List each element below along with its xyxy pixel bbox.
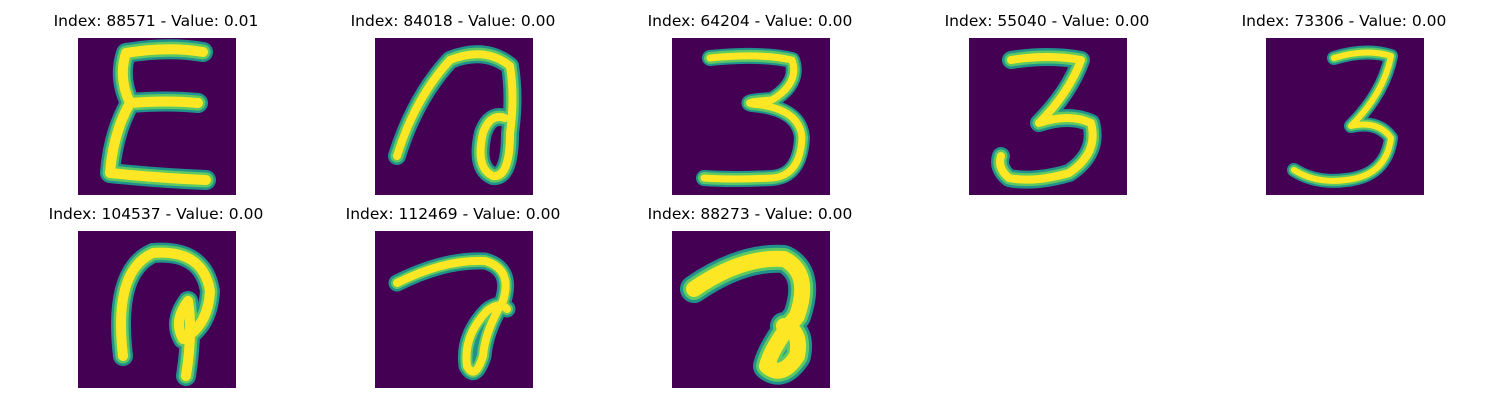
panel-title: Index: 88273 - Value: 0.00: [647, 205, 853, 223]
digit-image: [78, 38, 236, 195]
digit-image: [672, 231, 830, 388]
digit-glyph-three: [696, 47, 810, 187]
digit-glyph-seven-filled: [680, 244, 817, 385]
panel-title: Index: 73306 - Value: 0.00: [1241, 12, 1447, 30]
digit-image: [1266, 38, 1424, 195]
digit-image: [78, 231, 236, 388]
digit-glyph-three-slanted: [1287, 45, 1398, 188]
digit-panel-8: Index: 88273 - Value: 0.00: [630, 204, 870, 389]
digit-image: [375, 231, 533, 388]
panel-title: Index: 104537 - Value: 0.00: [48, 205, 264, 223]
digit-panel-6: Index: 104537 - Value: 0.00: [36, 204, 276, 389]
digit-glyph-hook-loop: [111, 242, 220, 386]
digit-image: [672, 38, 830, 195]
digit-glyph-three-hooked: [991, 48, 1102, 189]
digit-glyph-seven-loop: [388, 252, 516, 380]
digit-panel-7: Index: 112469 - Value: 0.00: [333, 204, 573, 389]
digit-image: [969, 38, 1127, 195]
digit-glyph-loop-seven: [388, 45, 522, 185]
panel-title: Index: 112469 - Value: 0.00: [345, 205, 561, 223]
panel-title: Index: 88571 - Value: 0.01: [53, 12, 259, 30]
digit-panel-3: Index: 64204 - Value: 0.00: [630, 11, 870, 196]
digit-glyph-sigma-like-e: [100, 39, 216, 190]
digit-panel-1: Index: 88571 - Value: 0.01: [36, 11, 276, 196]
digit-panel-4: Index: 55040 - Value: 0.00: [927, 11, 1167, 196]
digit-panel-5: Index: 73306 - Value: 0.00: [1224, 11, 1464, 196]
panel-title: Index: 64204 - Value: 0.00: [647, 12, 853, 30]
digit-image: [375, 38, 533, 195]
panel-title: Index: 84018 - Value: 0.00: [350, 12, 556, 30]
digit-panel-2: Index: 84018 - Value: 0.00: [333, 11, 573, 196]
panel-title: Index: 55040 - Value: 0.00: [944, 12, 1150, 30]
